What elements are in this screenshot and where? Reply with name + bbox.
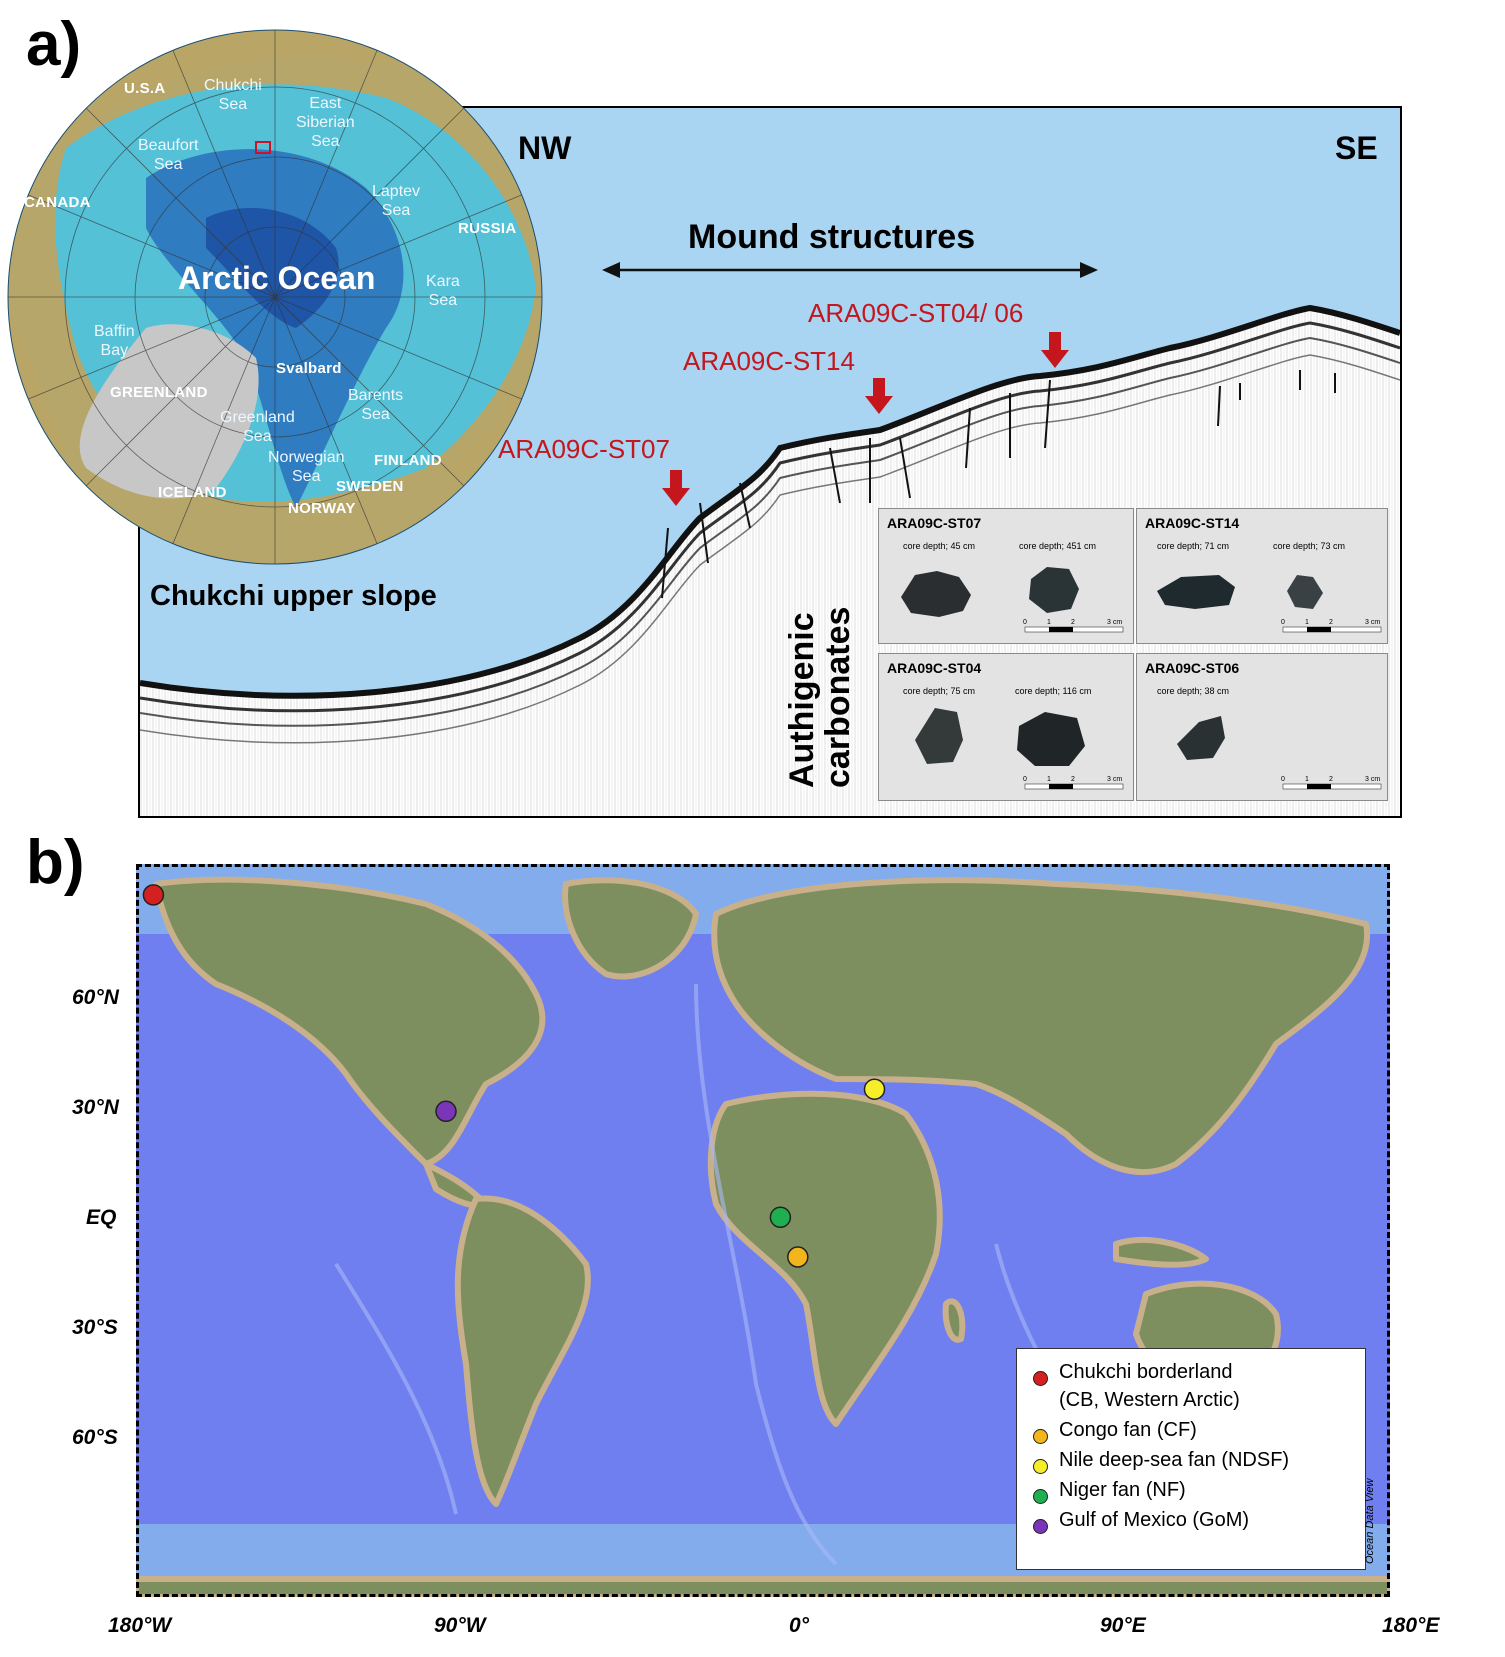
label-canada: CANADA (24, 194, 91, 211)
panel-b-label: b) (26, 828, 85, 897)
lat-tick-60n: 60°N (72, 986, 119, 1009)
study-area-marker (255, 141, 271, 154)
mound-structures-label: Mound structures (688, 218, 976, 256)
site-marker-nf (769, 1206, 792, 1229)
label-east-siberian-sea: East Siberian Sea (296, 95, 355, 151)
panel-a-label: a) (26, 10, 82, 79)
station-label-st07: ARA09C-ST07 (498, 434, 670, 464)
station-arrows (662, 332, 1069, 506)
site-marker-cf (787, 1246, 809, 1268)
station-label-st14: ARA09C-ST14 (683, 346, 855, 376)
label-greenland: GREENLAND (110, 384, 208, 401)
lat-tick-60s: 60°S (72, 1426, 118, 1449)
chukchi-upper-slope-label: Chukchi upper slope (150, 580, 437, 612)
site-markers (142, 884, 886, 1268)
label-laptev-sea: Laptev Sea (372, 183, 421, 220)
station-label-st04-06: ARA09C-ST04/ 06 (808, 298, 1024, 328)
legend-item-gom: Gulf of Mexico (GoM) (1059, 1509, 1250, 1531)
lon-tick-180w: 180°W (108, 1614, 172, 1637)
sample-box-st14: ARA09C-ST14 core depth; 71 cm core depth… (1136, 508, 1388, 644)
rock-specimen-icon (1177, 716, 1382, 790)
label-chukchi-sea: Chukchi Sea (204, 77, 262, 114)
rock-specimen-icon (915, 708, 1124, 790)
label-barents-sea: Barents Sea (348, 387, 404, 424)
label-beaufort-sea: Beaufort Sea (138, 137, 199, 174)
lon-tick-90e: 90°E (1100, 1614, 1146, 1637)
label-finland: FINLAND (374, 452, 442, 469)
world-map: Chukchi borderland (CB, Western Arctic) … (136, 864, 1390, 1597)
legend-dot-nf (1033, 1489, 1048, 1504)
rock-specimen-icon (1157, 575, 1382, 633)
lat-tick-30n: 30°N (72, 1096, 119, 1119)
label-russia: RUSSIA (458, 220, 517, 237)
label-sweden: SWEDEN (336, 478, 404, 495)
arctic-map-graphic (7, 29, 543, 565)
legend-dot-gom (1033, 1519, 1048, 1534)
legend-item-cf: Congo fan (CF) (1059, 1419, 1197, 1441)
ocean-data-view-credit: Ocean Data View (1364, 1478, 1376, 1564)
site-marker-ndsf (863, 1078, 886, 1100)
legend-item-ndsf: Nile deep-sea fan (NDSF) (1059, 1449, 1290, 1471)
legend-item-cb-sub: (CB, Western Arctic) (1059, 1389, 1240, 1411)
label-kara-sea: Kara Sea (426, 273, 460, 310)
label-svalbard: Svalbard (276, 360, 342, 377)
world-map-graphic (136, 864, 1390, 1597)
lat-tick-30s: 30°S (72, 1316, 118, 1339)
label-iceland: ICELAND (158, 484, 227, 501)
legend-dot-ndsf (1033, 1459, 1048, 1474)
lon-tick-90w: 90°W (434, 1614, 486, 1637)
legend-dot-cf (1033, 1429, 1048, 1444)
label-norwegian-sea: Norwegian Sea (268, 449, 345, 486)
label-usa: U.S.A (124, 80, 166, 97)
sample-box-st07: ARA09C-ST07 core depth; 45 cm core depth… (878, 508, 1134, 644)
arctic-ocean-title: Arctic Ocean (178, 260, 376, 296)
seismic-profile: NW SE Mound structures Chukchi upper slo… (138, 106, 1402, 818)
map-legend: Chukchi borderland (CB, Western Arctic) … (1016, 1348, 1366, 1570)
sample-box-st04: ARA09C-ST04 core depth; 75 cm core depth… (878, 653, 1134, 801)
lon-tick-0: 0° (789, 1614, 810, 1637)
label-greenland-sea: Greenland Sea (220, 409, 295, 446)
arctic-polar-map: Arctic Ocean U.S.A CANADA RUSSIA GREENLA… (6, 28, 544, 566)
legend-item-nf: Niger fan (NF) (1059, 1479, 1186, 1501)
rock-specimen-icon (901, 567, 1124, 633)
legend-item-cb: Chukchi borderland (1059, 1361, 1233, 1383)
legend-dot-cb (1033, 1371, 1048, 1386)
sample-box-st06: ARA09C-ST06 core depth; 38 cm 0 1 2 3 cm (1136, 653, 1388, 801)
direction-se: SE (1335, 130, 1378, 166)
label-norway: NORWAY (288, 500, 356, 517)
site-marker-gom (435, 1100, 457, 1123)
authigenic-carbonates-label: Authigenic carbonates (783, 606, 857, 788)
label-baffin-bay: Baffin Bay (94, 323, 135, 360)
lat-tick-eq: EQ (86, 1206, 117, 1229)
lon-tick-180e: 180°E (1382, 1614, 1440, 1637)
site-marker-cb (142, 884, 165, 906)
direction-nw: NW (518, 130, 572, 166)
